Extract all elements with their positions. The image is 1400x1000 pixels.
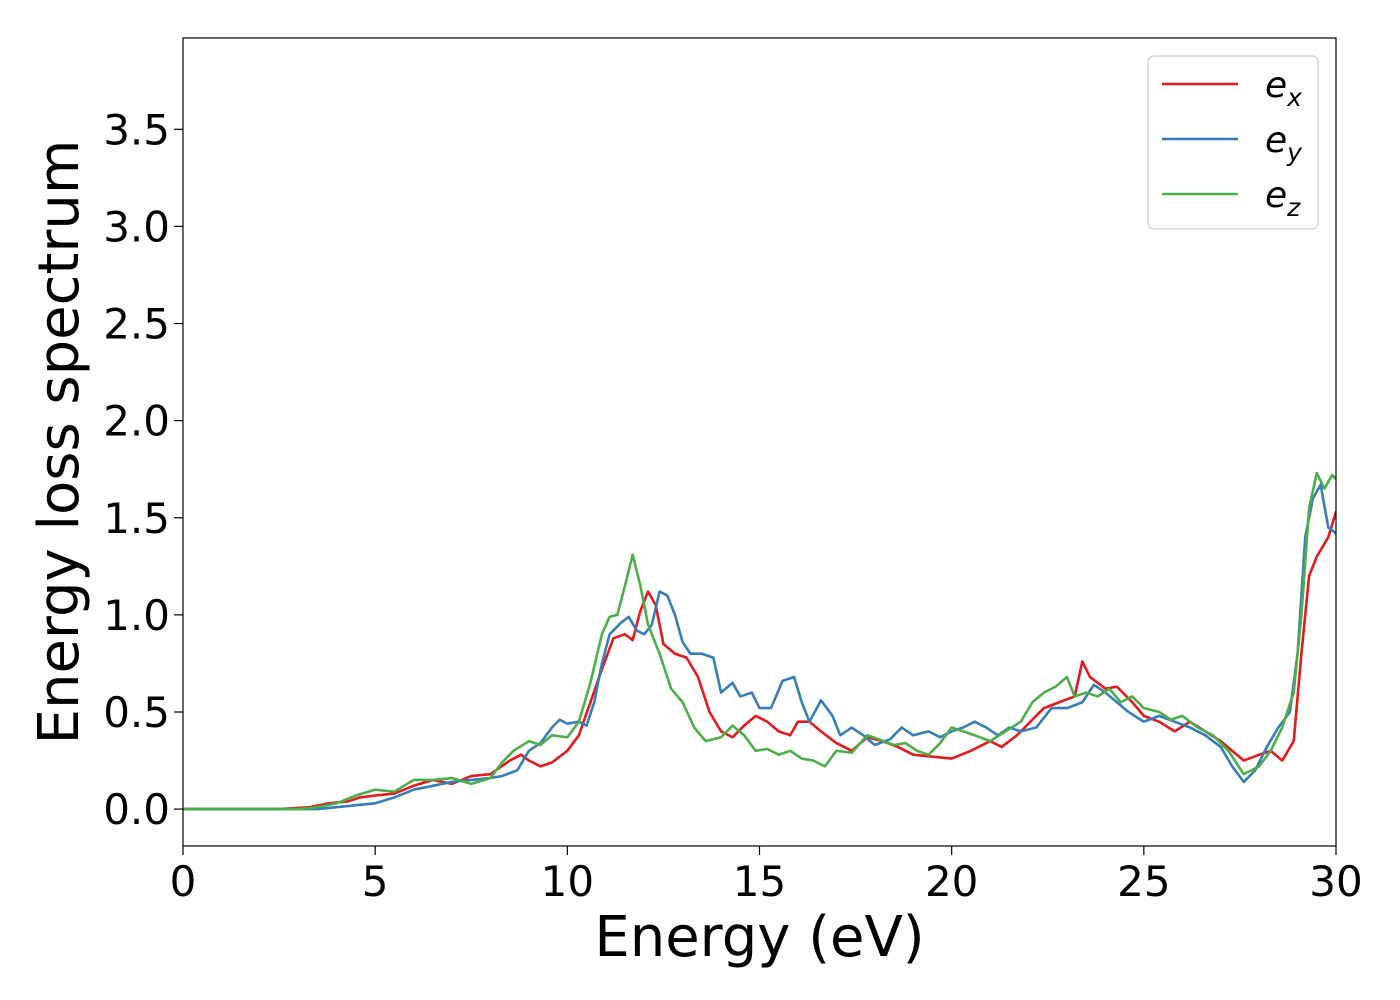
x-tick-label: 10 xyxy=(541,857,594,906)
x-tick-label: 15 xyxy=(733,857,786,906)
y-axis-ticks: 0.0 0.5 1.0 1.5 2.0 2.5 3.0 3.5 xyxy=(103,105,183,834)
y-tick-label: 3.0 xyxy=(103,202,170,251)
legend-label: ez xyxy=(1265,175,1301,222)
legend-box xyxy=(1147,55,1319,230)
series-line-x xyxy=(183,510,1336,811)
y-axis-label: Energy loss spectrum xyxy=(27,140,92,745)
x-tick-label: 25 xyxy=(1117,857,1170,906)
legend-entry-z: ez xyxy=(1162,175,1301,222)
legend-label: ey xyxy=(1265,120,1303,167)
y-tick-label: 2.0 xyxy=(103,397,170,446)
legend-entry-y: ey xyxy=(1162,120,1303,167)
x-axis-label: Energy (eV) xyxy=(594,905,924,970)
y-tick-label: 3.5 xyxy=(103,105,170,154)
series-layer xyxy=(183,471,1336,811)
series-line-z xyxy=(183,471,1336,811)
x-tick-label: 20 xyxy=(925,857,978,906)
y-tick-label: 0.5 xyxy=(103,688,170,737)
y-tick-label: 1.0 xyxy=(103,591,170,640)
x-tick-label: 0 xyxy=(170,857,197,906)
legend: ex ey ez xyxy=(1147,55,1319,230)
series-line-y xyxy=(183,483,1336,811)
y-tick-label: 0.0 xyxy=(103,785,170,834)
y-tick-label: 2.5 xyxy=(103,300,170,349)
legend-entry-x: ex xyxy=(1162,65,1302,112)
legend-label: ex xyxy=(1265,65,1302,112)
x-tick-label: 5 xyxy=(362,857,389,906)
y-tick-label: 1.5 xyxy=(103,494,170,543)
x-tick-label: 30 xyxy=(1309,857,1362,906)
x-axis-ticks: 0 5 10 15 20 25 30 xyxy=(170,846,1363,906)
